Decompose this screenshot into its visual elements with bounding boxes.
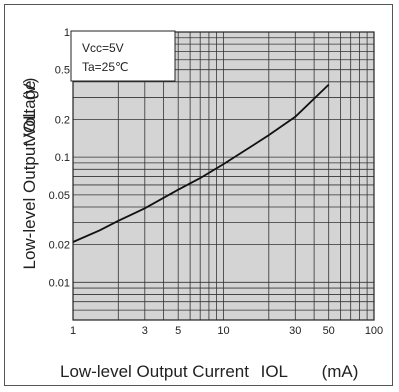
chart-frame: 1 3 5 10 30 50 100 0.01 0.02 0.05 0.1 0.2 0.5 1 Vcc=… (4, 4, 393, 386)
x-tick-label: 10 (217, 325, 229, 337)
x-tick-label: 1 (70, 325, 76, 337)
legend-condition-vcc: Vcc=5V (82, 41, 124, 55)
y-tick-label: 1 (64, 27, 70, 39)
xlabel-unit: (mA) (322, 362, 359, 381)
legend-box: Vcc=5V Ta=25℃ (70, 30, 176, 82)
legend-condition-ta: Ta=25℃ (82, 60, 129, 74)
svg-text:VOL (V): VOL (V) (20, 78, 39, 145)
x-tick-label: 100 (365, 325, 383, 337)
y-tick-labels: 0.01 0.02 0.05 0.1 0.2 0.5 1 (49, 27, 70, 289)
y-axis-symbol: VOL (V) (20, 78, 39, 145)
series-line (72, 83, 330, 243)
svg-text:Low-level Output Voltage: Low-level Output Voltage (20, 80, 39, 269)
ylabel-unit: (V) (20, 78, 39, 101)
x-tick-label: 5 (175, 325, 181, 337)
x-tick-label: 3 (142, 325, 148, 337)
xlabel-text: Low-level Output Current (60, 362, 249, 381)
ylabel-symbol: VOL (20, 111, 39, 145)
y-tick-label: 0.02 (49, 240, 70, 252)
x-tick-label: 30 (289, 325, 301, 337)
x-tick-label: 50 (323, 325, 335, 337)
plot-border (72, 31, 375, 321)
xlabel-symbol: IOL (261, 362, 288, 381)
y-tick-label: 0.5 (55, 65, 70, 77)
chart-svg: 1 3 5 10 30 50 100 0.01 0.02 0.05 0.1 0.2 0.5 1 Vcc=… (20, 27, 383, 381)
y-tick-label: 0.1 (55, 152, 70, 164)
ylabel-text: Low-level Output Voltage (20, 80, 39, 269)
x-tick-labels: 1 3 5 10 30 50 100 (70, 325, 383, 337)
y-tick-label: 0.05 (49, 190, 70, 202)
y-axis-title: Low-level Output Voltage (20, 80, 39, 269)
y-tick-label: 0.2 (55, 114, 70, 126)
y-tick-label: 0.01 (49, 277, 70, 289)
